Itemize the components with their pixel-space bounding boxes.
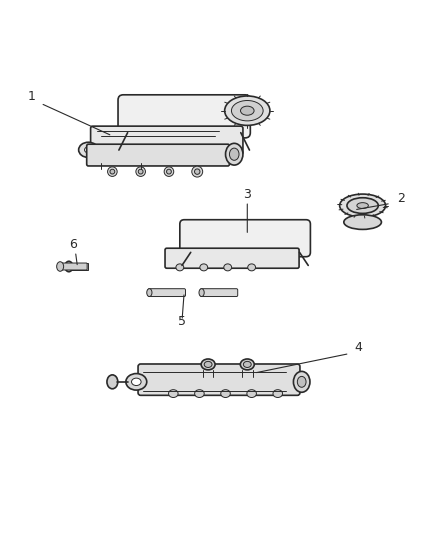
- Ellipse shape: [108, 167, 117, 176]
- Ellipse shape: [248, 264, 255, 271]
- Text: 3: 3: [243, 188, 251, 201]
- Ellipse shape: [293, 372, 310, 392]
- Ellipse shape: [201, 359, 215, 370]
- Ellipse shape: [240, 359, 254, 370]
- Ellipse shape: [231, 101, 263, 121]
- FancyBboxPatch shape: [59, 263, 87, 270]
- Ellipse shape: [344, 215, 381, 229]
- FancyBboxPatch shape: [87, 144, 230, 166]
- Ellipse shape: [244, 361, 251, 367]
- Ellipse shape: [221, 390, 230, 398]
- Ellipse shape: [131, 378, 141, 385]
- Text: 5: 5: [178, 315, 186, 328]
- Ellipse shape: [138, 169, 143, 174]
- FancyBboxPatch shape: [118, 95, 251, 138]
- FancyBboxPatch shape: [165, 248, 299, 268]
- Text: 2: 2: [397, 192, 405, 205]
- FancyBboxPatch shape: [200, 289, 238, 296]
- Ellipse shape: [85, 147, 92, 153]
- Ellipse shape: [199, 289, 204, 296]
- Ellipse shape: [57, 262, 64, 271]
- Ellipse shape: [79, 142, 98, 157]
- Ellipse shape: [226, 143, 243, 165]
- Text: 4: 4: [354, 341, 362, 354]
- Ellipse shape: [225, 96, 270, 125]
- Ellipse shape: [136, 167, 145, 176]
- Ellipse shape: [297, 376, 306, 387]
- Ellipse shape: [200, 264, 208, 271]
- FancyBboxPatch shape: [148, 289, 185, 296]
- FancyBboxPatch shape: [180, 220, 311, 257]
- Ellipse shape: [107, 375, 118, 389]
- Ellipse shape: [224, 264, 232, 271]
- Ellipse shape: [230, 148, 239, 160]
- Ellipse shape: [110, 169, 115, 174]
- FancyBboxPatch shape: [138, 364, 300, 395]
- Ellipse shape: [147, 289, 152, 296]
- Text: 1: 1: [28, 90, 35, 103]
- Ellipse shape: [204, 361, 212, 367]
- Ellipse shape: [247, 390, 256, 398]
- Ellipse shape: [169, 390, 178, 398]
- Ellipse shape: [164, 167, 174, 176]
- Ellipse shape: [126, 374, 147, 390]
- Ellipse shape: [339, 194, 385, 217]
- Ellipse shape: [192, 166, 203, 177]
- Ellipse shape: [194, 390, 204, 398]
- Ellipse shape: [240, 106, 254, 115]
- Ellipse shape: [357, 203, 368, 208]
- Ellipse shape: [65, 261, 73, 272]
- FancyBboxPatch shape: [69, 263, 88, 270]
- Ellipse shape: [166, 169, 171, 174]
- Ellipse shape: [273, 390, 283, 398]
- Ellipse shape: [176, 264, 184, 271]
- FancyBboxPatch shape: [91, 126, 243, 155]
- Text: 6: 6: [69, 238, 77, 251]
- Ellipse shape: [194, 169, 200, 174]
- Ellipse shape: [347, 198, 378, 213]
